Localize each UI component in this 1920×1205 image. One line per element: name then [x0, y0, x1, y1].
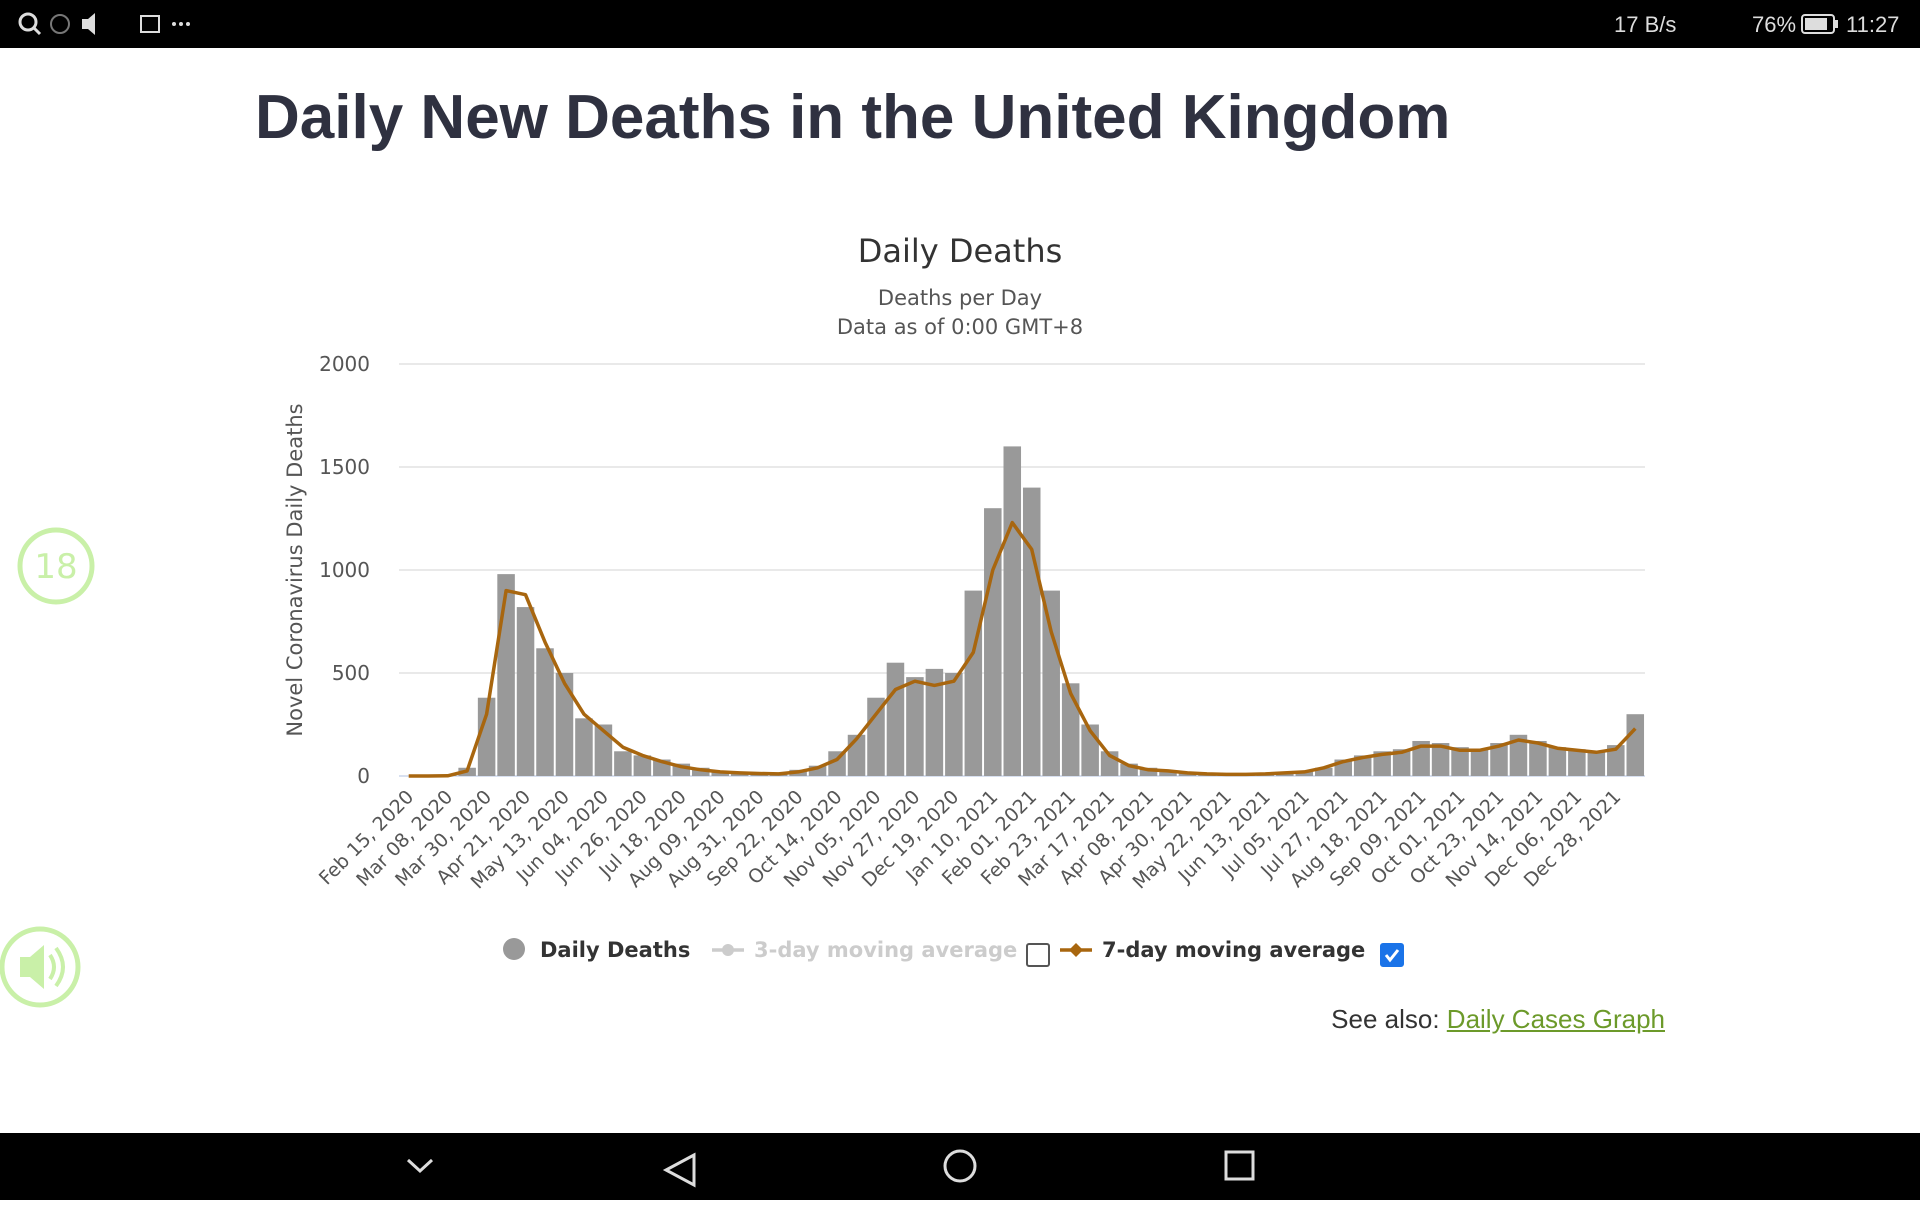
- legend-item[interactable]: Daily Deaths: [503, 938, 690, 962]
- legend-symbol: [722, 944, 734, 956]
- chart-title: Daily Deaths: [858, 232, 1063, 270]
- legend-symbol: [503, 938, 525, 960]
- nav-home[interactable]: [945, 1151, 975, 1181]
- y-tick-label: 500: [332, 661, 370, 685]
- y-tick-label: 1500: [319, 455, 370, 479]
- battery-level: 76%: [1752, 12, 1796, 38]
- navigation-bar: [0, 1133, 1920, 1200]
- bar: [945, 673, 963, 776]
- nav-hide[interactable]: [408, 1160, 432, 1171]
- bar: [1042, 591, 1060, 776]
- chart: Daily Deaths Deaths per Day Data as of 0:0…: [0, 48, 1920, 1048]
- checkmark: [1382, 945, 1402, 965]
- y-tick-label: 2000: [319, 352, 370, 376]
- battery-icon: [1800, 0, 1840, 48]
- bar: [906, 677, 924, 776]
- bar: [1471, 749, 1489, 776]
- legend-symbol: [1069, 943, 1083, 957]
- bar: [965, 591, 983, 776]
- bar: [1023, 488, 1041, 776]
- y-tick-label: 0: [357, 764, 370, 788]
- bar: [1627, 714, 1645, 776]
- status-bar: 17 B/s 76% 11:27: [0, 0, 1920, 48]
- chart-subtitle: Data as of 0:00 GMT+8: [837, 315, 1083, 339]
- y-tick-label: 1000: [319, 558, 370, 582]
- bar: [984, 508, 1002, 776]
- see-also: See also: Daily Cases Graph: [1331, 1004, 1665, 1035]
- bar: [614, 751, 632, 776]
- nav-icons: [0, 1133, 1920, 1200]
- bar: [1568, 749, 1586, 776]
- nav-back[interactable]: [666, 1155, 694, 1185]
- bar: [1549, 747, 1567, 776]
- chart-subtitle: Deaths per Day: [878, 286, 1042, 310]
- bar: [887, 663, 905, 776]
- legend-item-hidden[interactable]: 3-day moving average: [712, 938, 1017, 962]
- badge-text: 18: [34, 547, 77, 587]
- clock: 11:27: [1846, 12, 1899, 38]
- nav-recent[interactable]: [1226, 1152, 1253, 1179]
- y-axis-title: Novel Coronavirus Daily Deaths: [283, 403, 307, 736]
- checkbox-7-day[interactable]: [1380, 943, 1404, 967]
- legend-label: Daily Deaths: [540, 938, 690, 962]
- bar: [517, 607, 535, 776]
- floating-overlay: 18: [0, 0, 100, 1200]
- legend-label: 3-day moving average: [754, 938, 1017, 962]
- bar: [536, 648, 554, 776]
- bar: [867, 698, 885, 776]
- legend: Daily Deaths 3-day moving average 7-day mo…: [503, 938, 1365, 962]
- bar: [497, 574, 515, 776]
- checkbox-3-day[interactable]: [1026, 943, 1050, 967]
- network-speed: 17 B/s: [1614, 12, 1676, 38]
- bar: [575, 718, 593, 776]
- bar: [1588, 751, 1606, 776]
- daily-cases-link[interactable]: Daily Cases Graph: [1447, 1004, 1665, 1034]
- legend-label: 7-day moving average: [1102, 938, 1365, 962]
- legend-item[interactable]: 7-day moving average: [1060, 938, 1365, 962]
- see-also-label: See also:: [1331, 1004, 1439, 1034]
- bar: [556, 673, 574, 776]
- bar: [1004, 446, 1022, 776]
